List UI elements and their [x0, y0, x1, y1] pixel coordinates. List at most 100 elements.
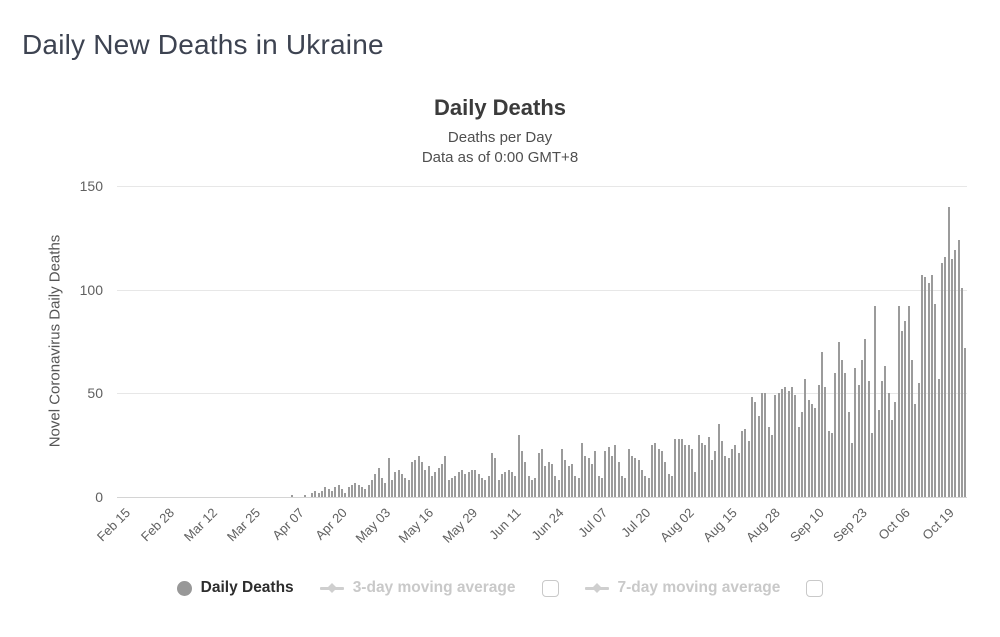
daily-deaths-bar[interactable]	[460, 470, 464, 497]
daily-deaths-bar[interactable]	[634, 457, 637, 497]
daily-deaths-bar[interactable]	[960, 287, 964, 497]
daily-deaths-bar[interactable]	[594, 451, 597, 497]
daily-deaths-bar[interactable]	[394, 472, 397, 497]
daily-deaths-bar[interactable]	[384, 482, 387, 497]
daily-deaths-bar[interactable]	[780, 389, 784, 497]
daily-deaths-bar[interactable]	[807, 399, 810, 497]
daily-deaths-bar[interactable]	[620, 476, 624, 497]
daily-deaths-bar[interactable]	[790, 387, 794, 497]
daily-deaths-bar[interactable]	[857, 385, 860, 497]
daily-deaths-bar[interactable]	[557, 480, 560, 497]
daily-deaths-bar[interactable]	[334, 486, 337, 497]
daily-deaths-bar[interactable]	[397, 470, 400, 497]
daily-deaths-bar[interactable]	[650, 445, 654, 497]
daily-deaths-bar[interactable]	[804, 378, 807, 497]
daily-deaths-bar[interactable]	[704, 445, 707, 497]
daily-deaths-bar[interactable]	[577, 478, 580, 497]
daily-deaths-bar[interactable]	[607, 447, 610, 497]
daily-deaths-bar[interactable]	[347, 486, 350, 497]
ma3-checkbox[interactable]	[541, 579, 559, 597]
daily-deaths-bar[interactable]	[880, 380, 884, 497]
daily-deaths-bar[interactable]	[940, 262, 944, 497]
daily-deaths-bar[interactable]	[314, 490, 317, 497]
daily-deaths-bar[interactable]	[340, 488, 344, 497]
daily-deaths-bar[interactable]	[540, 449, 544, 497]
daily-deaths-bar[interactable]	[420, 461, 424, 497]
daily-deaths-bar[interactable]	[597, 476, 600, 497]
daily-deaths-bar[interactable]	[684, 445, 687, 497]
daily-deaths-bar[interactable]	[670, 476, 674, 497]
daily-deaths-bar[interactable]	[830, 432, 834, 497]
daily-deaths-bar[interactable]	[327, 488, 330, 497]
daily-deaths-bar[interactable]	[700, 443, 704, 497]
daily-deaths-bar[interactable]	[964, 347, 967, 497]
daily-deaths-bar[interactable]	[387, 457, 390, 497]
daily-deaths-bar[interactable]	[820, 351, 824, 497]
daily-deaths-bar[interactable]	[320, 490, 324, 497]
daily-deaths-bar[interactable]	[554, 476, 557, 497]
daily-deaths-bar[interactable]	[647, 478, 650, 497]
daily-deaths-bar[interactable]	[580, 443, 584, 497]
daily-deaths-bar[interactable]	[840, 360, 844, 497]
daily-deaths-bar[interactable]	[680, 438, 684, 497]
daily-deaths-bar[interactable]	[944, 256, 947, 497]
daily-deaths-bar[interactable]	[600, 478, 604, 497]
daily-deaths-bar[interactable]	[360, 486, 364, 497]
daily-deaths-bar[interactable]	[434, 472, 437, 497]
daily-deaths-bar[interactable]	[657, 449, 660, 497]
daily-deaths-bar[interactable]	[774, 395, 777, 497]
daily-deaths-bar[interactable]	[550, 463, 554, 497]
daily-deaths-bar[interactable]	[950, 258, 954, 497]
daily-deaths-bar[interactable]	[537, 453, 540, 497]
daily-deaths-bar[interactable]	[870, 432, 874, 497]
daily-deaths-bar[interactable]	[310, 492, 314, 497]
daily-deaths-bar[interactable]	[957, 239, 960, 497]
legend-item-daily-deaths[interactable]: Daily Deaths	[176, 579, 294, 597]
daily-deaths-bar[interactable]	[914, 403, 917, 497]
daily-deaths-bar[interactable]	[364, 488, 367, 497]
daily-deaths-bar[interactable]	[694, 472, 697, 497]
daily-deaths-bar[interactable]	[784, 387, 787, 497]
daily-deaths-bar[interactable]	[874, 306, 877, 497]
daily-deaths-bar[interactable]	[687, 445, 690, 497]
daily-deaths-bar[interactable]	[707, 436, 710, 497]
daily-deaths-bar[interactable]	[744, 428, 747, 497]
daily-deaths-bar[interactable]	[450, 478, 454, 497]
daily-deaths-bar[interactable]	[324, 486, 327, 497]
daily-deaths-bar[interactable]	[800, 412, 804, 497]
daily-deaths-bar[interactable]	[344, 492, 347, 497]
daily-deaths-bar[interactable]	[644, 476, 647, 497]
daily-deaths-bar[interactable]	[367, 484, 370, 497]
daily-deaths-bar[interactable]	[424, 470, 427, 497]
daily-deaths-bar[interactable]	[467, 472, 470, 497]
daily-deaths-bar[interactable]	[337, 484, 340, 497]
daily-deaths-bar[interactable]	[837, 341, 840, 497]
daily-deaths-bar[interactable]	[697, 434, 700, 497]
daily-deaths-bar[interactable]	[564, 459, 567, 497]
daily-deaths-bar[interactable]	[934, 304, 937, 497]
daily-deaths-bar[interactable]	[610, 455, 614, 497]
daily-deaths-bar[interactable]	[410, 461, 414, 497]
daily-deaths-bar[interactable]	[947, 206, 950, 497]
daily-deaths-bar[interactable]	[464, 474, 467, 497]
daily-deaths-bar[interactable]	[844, 372, 847, 497]
daily-deaths-bar[interactable]	[390, 480, 394, 497]
daily-deaths-bar[interactable]	[574, 476, 577, 497]
daily-deaths-bar[interactable]	[570, 463, 574, 497]
ma7-checkbox[interactable]	[806, 579, 824, 597]
daily-deaths-bar[interactable]	[737, 453, 740, 497]
daily-deaths-bar[interactable]	[720, 441, 724, 497]
daily-deaths-bar[interactable]	[850, 443, 854, 497]
daily-deaths-bar[interactable]	[894, 401, 897, 497]
daily-deaths-bar[interactable]	[884, 366, 887, 497]
daily-deaths-bar[interactable]	[727, 457, 730, 497]
daily-deaths-bar[interactable]	[470, 470, 474, 497]
daily-deaths-bar[interactable]	[500, 474, 504, 497]
daily-deaths-bar[interactable]	[904, 320, 907, 497]
daily-deaths-bar[interactable]	[534, 478, 537, 497]
daily-deaths-bar[interactable]	[567, 465, 570, 497]
daily-deaths-bar[interactable]	[520, 451, 524, 497]
daily-deaths-bar[interactable]	[760, 393, 764, 497]
daily-deaths-bar[interactable]	[730, 449, 734, 497]
daily-deaths-bar[interactable]	[370, 480, 374, 497]
